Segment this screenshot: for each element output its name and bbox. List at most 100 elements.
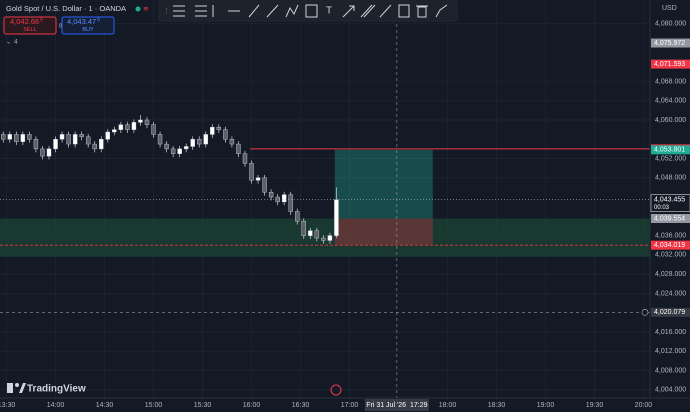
tool-measure[interactable]	[398, 4, 410, 18]
candle-body	[249, 163, 254, 181]
sell-button[interactable]	[3, 16, 57, 35]
price-label-box	[651, 240, 690, 250]
y-tick-label: 4,004.000	[655, 387, 686, 394]
y-tick-label: 4,032.000	[655, 252, 686, 259]
y-tick-label: 4,068.000	[655, 78, 686, 85]
candle-body	[183, 146, 189, 150]
candle-body	[210, 127, 215, 135]
tool-text[interactable]: T	[326, 6, 332, 17]
candle-body	[190, 139, 195, 147]
price-label-box	[651, 145, 690, 155]
y-tick-label: 4,048.000	[655, 175, 686, 182]
y-tick-label: 4,008.000	[655, 367, 686, 374]
candle-body	[1, 134, 6, 140]
symbol[interactable]: Gold Spot / U.S. Dollar · 1 · OANDA	[6, 4, 126, 13]
candle-body	[59, 134, 65, 140]
currency[interactable]: USD	[662, 5, 677, 12]
plot	[0, 0, 650, 398]
y-tick-label: 4,012.000	[655, 348, 686, 355]
price-label: 4,053.801	[654, 147, 685, 154]
tool-delete[interactable]	[416, 5, 428, 18]
price-label: 4,034.019	[654, 242, 685, 249]
time-axis	[0, 398, 690, 412]
crosshair-price-box	[651, 307, 690, 317]
price-label-box	[651, 38, 690, 48]
candle-body	[177, 148, 182, 154]
y-tick-label: 4,060.000	[655, 117, 686, 124]
buy-price: 4,043.47	[67, 17, 96, 26]
candle-body	[125, 124, 130, 130]
tool-pen[interactable]	[379, 4, 392, 18]
candle-body	[281, 194, 287, 203]
sell-price: 4,042.66	[10, 17, 39, 26]
tool-rect[interactable]	[305, 4, 318, 18]
y-tick-label: 4,016.000	[655, 329, 686, 336]
candle-body	[79, 134, 84, 138]
y-tick-label: 4,028.000	[655, 271, 686, 278]
y-tick-label: 4,052.000	[655, 155, 686, 162]
candle-body	[131, 122, 137, 130]
candle-body	[118, 124, 124, 130]
candle-body	[20, 134, 26, 142]
x-tick-label: 19:00	[537, 402, 555, 409]
tool-trend[interactable]	[248, 4, 260, 18]
x-tick-label: 13:30	[0, 402, 15, 409]
x-tick-label: 18:00	[439, 402, 457, 409]
indicator-toggle[interactable]: ⌄	[6, 40, 11, 46]
logo-slash	[19, 383, 26, 393]
x-tick-label: 14:30	[96, 402, 114, 409]
x-tick-label: 19:30	[586, 402, 604, 409]
candle-body	[72, 134, 78, 145]
candle-body	[268, 192, 274, 198]
logo-dot	[15, 383, 19, 387]
indicator-count[interactable]: 4	[14, 39, 18, 46]
candle-body	[288, 194, 293, 212]
price-label-box	[651, 59, 690, 69]
tool-pin[interactable]	[435, 4, 448, 18]
status-dot	[135, 6, 141, 12]
candle-body	[216, 127, 222, 130]
price-label-box	[651, 213, 690, 223]
candle-body	[27, 134, 32, 140]
buy-button[interactable]	[61, 16, 115, 35]
x-tick-label: 16:00	[243, 402, 261, 409]
tool-fib[interactable]	[173, 5, 185, 17]
tool-brush[interactable]	[360, 4, 376, 18]
tool-ray[interactable]	[266, 4, 279, 18]
tool-arrow[interactable]	[342, 5, 355, 18]
y-tick-label: 4,036.000	[655, 232, 686, 239]
candle-body	[33, 139, 39, 150]
x-tick-label: 18:30	[488, 402, 506, 409]
tool-path[interactable]	[285, 4, 299, 18]
candle-body	[197, 139, 202, 145]
candle-body	[236, 143, 241, 154]
candle-body	[40, 148, 45, 157]
status-icon: ≋	[143, 6, 149, 13]
drawing-toolbar: ⋮ T	[158, 0, 458, 22]
crosshair-price-label: 4,020.079	[654, 309, 685, 316]
candle-body	[53, 139, 58, 150]
candle-body	[92, 143, 97, 150]
candle-body	[46, 148, 52, 157]
grip: ⋮	[163, 8, 170, 15]
candle-body	[138, 119, 143, 123]
tool-parallel[interactable]	[195, 5, 207, 17]
x-tick-label: 15:30	[194, 402, 212, 409]
price-label: 4,075.972	[654, 40, 685, 47]
x-tick-label: 14:00	[47, 402, 65, 409]
candle-body	[144, 119, 150, 125]
event-icon[interactable]	[330, 384, 342, 396]
buy-pip: 9	[97, 17, 100, 23]
candle-body	[308, 230, 313, 236]
buy-label: BUY	[82, 27, 94, 33]
position-target	[334, 149, 433, 219]
sell-pip: 9	[40, 17, 43, 23]
candle-body	[327, 235, 333, 241]
candle-body	[112, 129, 117, 133]
position-stop	[334, 218, 433, 246]
candle-body	[157, 134, 163, 145]
candle-body	[105, 131, 110, 140]
candle-body	[295, 211, 300, 222]
